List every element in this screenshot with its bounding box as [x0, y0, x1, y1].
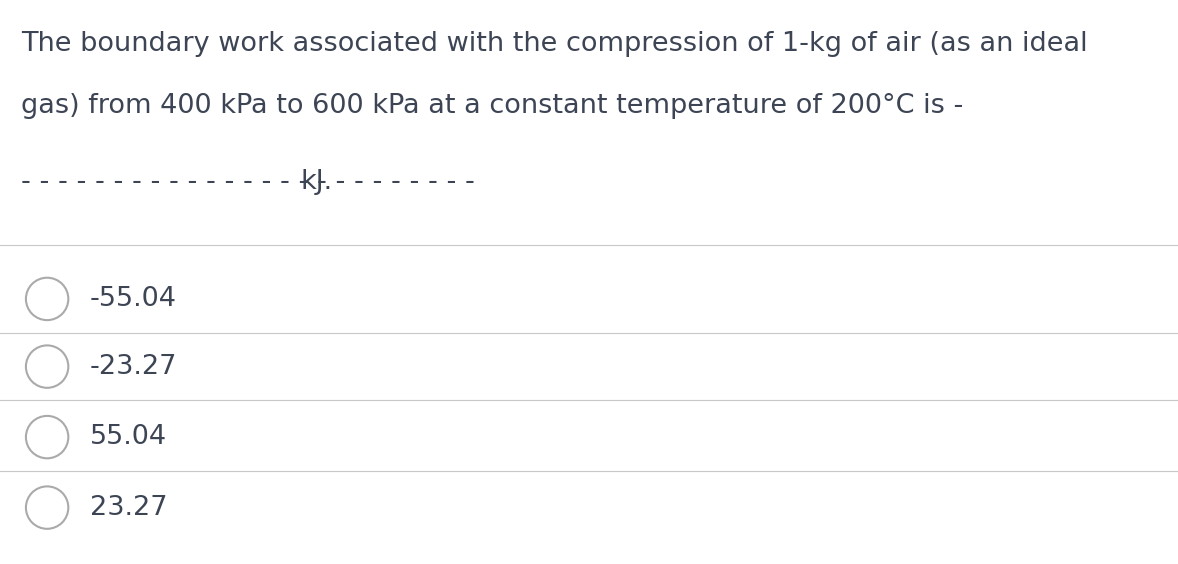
Text: kJ.: kJ. [300, 169, 332, 195]
Text: 55.04: 55.04 [90, 424, 166, 450]
Text: The boundary work associated with the compression of 1-kg of air (as an ideal: The boundary work associated with the co… [21, 31, 1087, 57]
Text: 23.27: 23.27 [90, 495, 167, 521]
Text: - - - - - - - - - - - - - - - - - - - - - - - - -: - - - - - - - - - - - - - - - - - - - - … [21, 169, 475, 195]
Text: gas) from 400 kPa to 600 kPa at a constant temperature of 200°C is -: gas) from 400 kPa to 600 kPa at a consta… [21, 93, 964, 119]
Text: -23.27: -23.27 [90, 354, 177, 380]
Text: -55.04: -55.04 [90, 286, 177, 312]
